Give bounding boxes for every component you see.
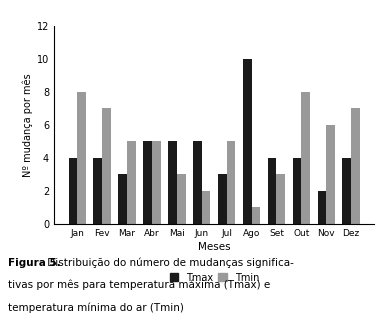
Bar (326, 125, 335, 224)
Bar (102, 108, 111, 224)
Bar (218, 174, 227, 224)
Bar (69, 158, 77, 224)
Bar (127, 141, 136, 224)
Text: temperatura mínima do ar (Tmin): temperatura mínima do ar (Tmin) (8, 302, 184, 313)
Text: Figura 5.: Figura 5. (8, 258, 61, 268)
Bar (276, 174, 285, 224)
Bar (301, 92, 310, 224)
Legend: Tmax, Tmin: Tmax, Tmin (169, 273, 259, 283)
Bar (293, 158, 301, 224)
Bar (193, 141, 202, 224)
Bar (252, 207, 260, 224)
Bar (227, 141, 235, 224)
Bar (143, 141, 152, 224)
Bar (119, 174, 127, 224)
Bar (168, 141, 177, 224)
Text: tivas por mês para temperatura máxima (Tmax) e: tivas por mês para temperatura máxima (T… (8, 280, 270, 291)
Bar (268, 158, 276, 224)
Bar (77, 92, 86, 224)
Bar (342, 158, 351, 224)
X-axis label: Meses: Meses (198, 242, 230, 252)
Bar (318, 191, 326, 224)
Bar (93, 158, 102, 224)
Text: Distribuição do número de mudanças significa-: Distribuição do número de mudanças signi… (44, 258, 294, 268)
Bar (351, 108, 360, 224)
Bar (202, 191, 210, 224)
Bar (243, 59, 252, 224)
Bar (177, 174, 186, 224)
Y-axis label: Nº mudança por mês: Nº mudança por mês (22, 73, 33, 177)
Bar (152, 141, 161, 224)
